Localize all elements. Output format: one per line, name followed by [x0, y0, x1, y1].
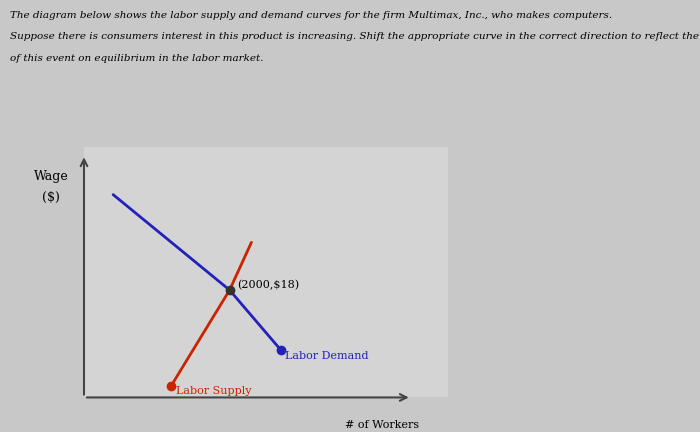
- Text: Labor Supply: Labor Supply: [176, 387, 251, 397]
- Text: # of Workers: # of Workers: [345, 420, 419, 430]
- Text: Labor Demand: Labor Demand: [285, 351, 368, 361]
- Text: Suppose there is consumers interest in this product is increasing. Shift the app: Suppose there is consumers interest in t…: [10, 32, 700, 41]
- Text: ($): ($): [42, 191, 60, 203]
- Text: of this event on equilibrium in the labor market.: of this event on equilibrium in the labo…: [10, 54, 264, 63]
- Text: The diagram below shows the labor supply and demand curves for the firm Multimax: The diagram below shows the labor supply…: [10, 11, 612, 20]
- Text: (2000,$18): (2000,$18): [237, 280, 299, 290]
- Text: Wage: Wage: [34, 171, 69, 184]
